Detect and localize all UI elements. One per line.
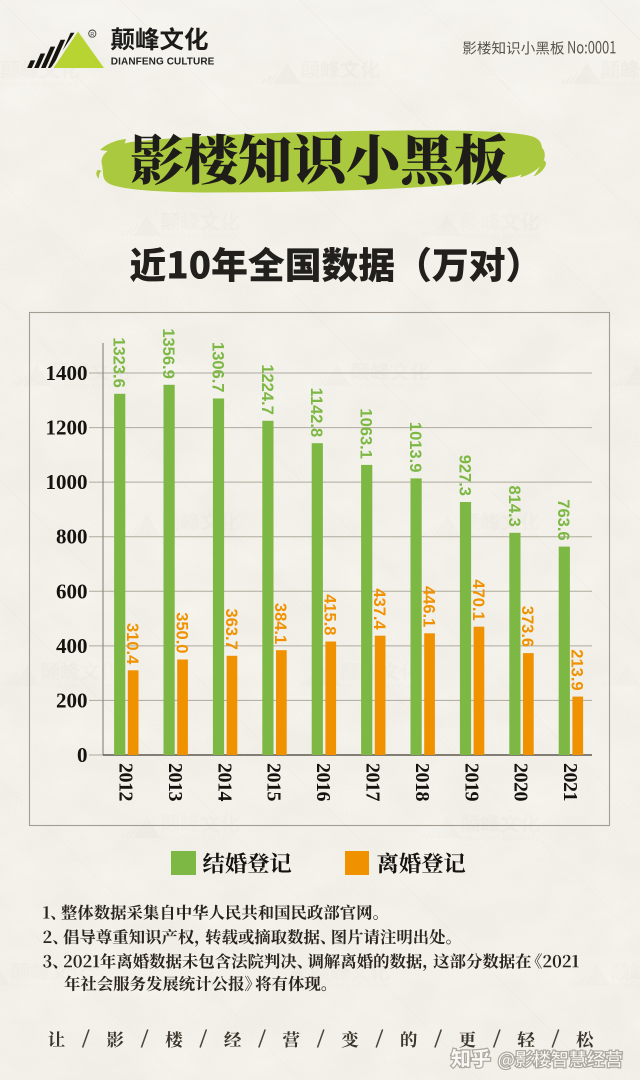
- svg-text:1224.7: 1224.7: [258, 364, 276, 414]
- svg-text:2017: 2017: [362, 763, 384, 802]
- svg-text:800: 800: [56, 525, 88, 549]
- svg-text:1142.8: 1142.8: [307, 388, 325, 438]
- svg-text:400: 400: [56, 634, 88, 658]
- svg-text:DIANFENG CULTURE: DIANFENG CULTURE: [111, 57, 215, 68]
- svg-text:2014: 2014: [213, 763, 235, 802]
- svg-text:2018: 2018: [411, 763, 433, 802]
- svg-text:437.4: 437.4: [370, 588, 388, 630]
- svg-text:2012: 2012: [115, 763, 137, 802]
- svg-text:R: R: [90, 32, 94, 38]
- svg-text:1000: 1000: [46, 470, 88, 494]
- svg-text:2016: 2016: [312, 763, 334, 802]
- svg-text:470.1: 470.1: [469, 579, 487, 620]
- svg-text:2019: 2019: [460, 763, 482, 802]
- svg-text:415.8: 415.8: [321, 594, 339, 635]
- svg-text:1400: 1400: [46, 361, 88, 385]
- svg-text:310.4: 310.4: [123, 623, 141, 665]
- svg-text:600: 600: [56, 579, 88, 603]
- svg-text:350.0: 350.0: [172, 612, 190, 653]
- svg-text:1306.7: 1306.7: [208, 342, 226, 392]
- svg-text:2015: 2015: [263, 763, 285, 802]
- svg-text:363.7: 363.7: [222, 609, 240, 650]
- svg-text:1013.9: 1013.9: [406, 422, 424, 472]
- svg-text:1323.6: 1323.6: [110, 337, 128, 387]
- svg-text:2021: 2021: [559, 763, 581, 801]
- svg-text:1063.1: 1063.1: [357, 408, 375, 458]
- svg-text:1356.9: 1356.9: [159, 328, 177, 378]
- svg-text:763.6: 763.6: [554, 499, 572, 540]
- svg-text:927.3: 927.3: [455, 455, 473, 496]
- svg-text:200: 200: [56, 688, 88, 712]
- svg-text:2013: 2013: [164, 763, 186, 802]
- svg-text:446.1: 446.1: [419, 586, 437, 627]
- svg-text:384.1: 384.1: [271, 603, 289, 644]
- svg-text:1200: 1200: [46, 416, 88, 440]
- svg-text:373.6: 373.6: [518, 606, 536, 647]
- svg-text:2020: 2020: [510, 763, 532, 802]
- svg-text:213.9: 213.9: [568, 649, 586, 690]
- svg-text:0: 0: [77, 743, 88, 767]
- svg-text:814.3: 814.3: [505, 486, 523, 527]
